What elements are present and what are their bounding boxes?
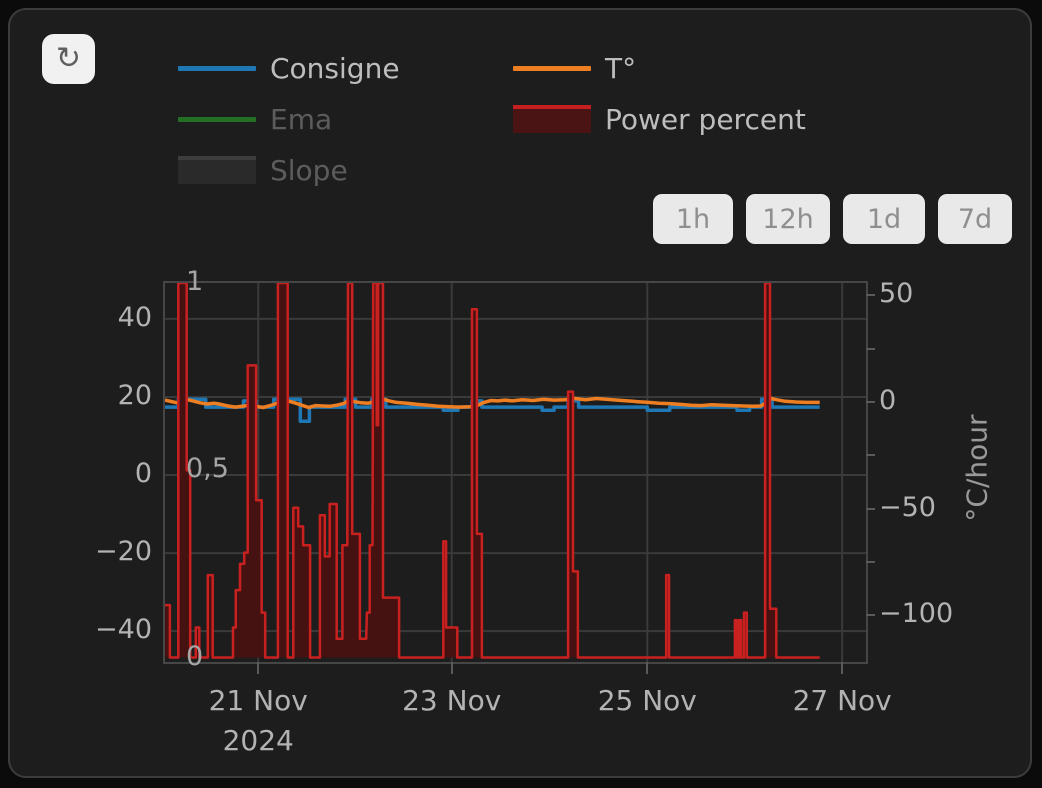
chart-canvas bbox=[165, 283, 866, 662]
legend-item-ema[interactable]: Ema bbox=[178, 101, 332, 137]
legend-item-consigne[interactable]: Consigne bbox=[178, 50, 400, 86]
legend-item-power-percent[interactable]: Power percent bbox=[513, 101, 806, 137]
series-consigne-line bbox=[165, 397, 820, 423]
right-axis-tick-mark bbox=[866, 400, 875, 403]
right-axis-tick-label: −50 bbox=[879, 491, 936, 523]
right-axis-tick-label: −100 bbox=[879, 598, 954, 630]
legend-label: Consigne bbox=[270, 51, 400, 85]
left-axis-tick-label: −20 bbox=[95, 536, 152, 568]
power-percent-area-swatch bbox=[513, 105, 591, 133]
range-button-1d[interactable]: 1d bbox=[843, 194, 925, 244]
left-axis-tick-label: 0 bbox=[134, 457, 152, 489]
x-axis-year-label: 2024 bbox=[222, 724, 294, 757]
consigne-line-swatch bbox=[178, 65, 256, 71]
series-power-percent-fill bbox=[165, 283, 820, 658]
legend-label: T° bbox=[605, 51, 637, 85]
series-power-percent-line bbox=[165, 283, 820, 659]
legend-item-slope[interactable]: Slope bbox=[178, 152, 348, 188]
range-button-1h[interactable]: 1h bbox=[653, 194, 733, 244]
left-axis-tick-label: 20 bbox=[117, 379, 152, 411]
ema-line-swatch bbox=[178, 116, 256, 122]
legend-item-temperature[interactable]: T° bbox=[513, 50, 636, 86]
temperature-line-swatch bbox=[513, 65, 591, 71]
right-axis-tick-mark bbox=[866, 614, 875, 617]
left-axis-tick-label: −40 bbox=[95, 614, 152, 646]
range-button-12h[interactable]: 12h bbox=[746, 194, 830, 244]
right-axis-tick-mark bbox=[866, 294, 875, 297]
right-axis-tick-mark bbox=[866, 347, 875, 350]
right-axis-title: °C/hour bbox=[960, 414, 994, 522]
x-axis-tick-label: 27 Nov bbox=[792, 684, 892, 717]
legend-label: Power percent bbox=[605, 102, 806, 136]
legend-label: Slope bbox=[270, 153, 348, 187]
inner-axis-tick-label: 0,5 bbox=[186, 453, 229, 485]
right-axis-tick-mark bbox=[866, 454, 875, 457]
refresh-icon: ↻ bbox=[55, 41, 82, 76]
refresh-button[interactable]: ↻ bbox=[42, 34, 95, 84]
x-axis-tick-label: 23 Nov bbox=[402, 684, 502, 717]
x-axis-tick-label: 21 Nov bbox=[208, 684, 308, 717]
left-axis-tick-label: 40 bbox=[117, 301, 152, 333]
inner-axis-tick-label: 1 bbox=[186, 265, 204, 297]
right-axis-tick-label: 0 bbox=[879, 384, 897, 416]
right-axis-tick-mark bbox=[866, 561, 875, 564]
x-axis-tick-label: 25 Nov bbox=[597, 684, 697, 717]
inner-axis-tick-label: 0 bbox=[186, 640, 204, 672]
x-axis-tick-mark bbox=[646, 662, 649, 674]
x-axis-tick-mark bbox=[841, 662, 844, 674]
right-axis-tick-label: 50 bbox=[879, 278, 914, 310]
slope-area-swatch bbox=[178, 156, 256, 184]
legend-label: Ema bbox=[270, 102, 333, 136]
range-button-7d[interactable]: 7d bbox=[938, 194, 1012, 244]
plot-area[interactable] bbox=[163, 281, 868, 664]
right-axis-tick-mark bbox=[866, 507, 875, 510]
x-axis-tick-mark bbox=[450, 662, 453, 674]
x-axis-tick-mark bbox=[257, 662, 260, 674]
